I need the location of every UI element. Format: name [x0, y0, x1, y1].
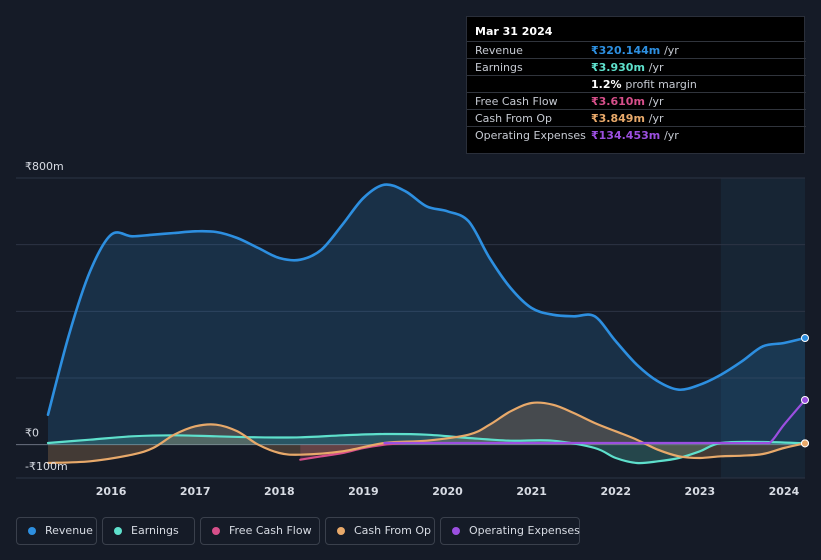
y-tick-label: -₹100m: [25, 460, 68, 473]
legend-item-revenue[interactable]: Revenue: [16, 517, 97, 545]
series-lines: [46, 183, 807, 465]
gridlines: [16, 177, 805, 479]
series-endpoint-operating_expenses: [801, 396, 809, 404]
series-line-revenue: [46, 183, 807, 416]
tooltip-value: 1.2% profit margin: [591, 78, 697, 91]
legend-label: Cash From Op: [354, 524, 432, 537]
tooltip-row-free-cash-flow: Free Cash Flow ₹3.610m /yr: [467, 92, 806, 110]
series-fill-cash_from_op: [48, 402, 805, 463]
tooltip-unit: /yr: [648, 112, 664, 125]
legend-dot-icon: [452, 527, 460, 535]
series-endpoint-revenue: [801, 334, 809, 342]
series-line-operating_expenses: [383, 398, 807, 445]
tooltip-unit: profit margin: [625, 78, 697, 91]
series-fill-free_cash_flow: [300, 443, 406, 460]
legend-item-free-cash-flow[interactable]: Free Cash Flow: [200, 517, 320, 545]
x-tick-label: 2021: [516, 485, 547, 498]
tooltip-value-number: ₹320.144m: [591, 44, 661, 57]
tooltip-label: Free Cash Flow: [475, 95, 558, 108]
x-axis-labels: 2016 2017 2018 2019 2020 2021 2022 2023 2024: [96, 485, 800, 498]
legend-dot-icon: [337, 527, 345, 535]
tooltip-row-cash-from-op: Cash From Op ₹3.849m /yr: [467, 109, 806, 127]
x-tick-label: 2022: [600, 485, 631, 498]
tooltip-label: Earnings: [475, 61, 523, 74]
tooltip-unit: /yr: [664, 129, 679, 142]
series-fills: [48, 184, 805, 464]
tooltip-row-earnings: Earnings ₹3.930m /yr: [467, 58, 806, 76]
y-axis-labels: ₹800m ₹0 -₹100m: [25, 160, 68, 473]
series-endpoints: [801, 334, 809, 448]
series-fill-earnings: [48, 433, 805, 464]
tooltip-value: ₹320.144m /yr: [591, 44, 679, 57]
tooltip-panel: Mar 31 2024 Revenue ₹320.144m /yr Earnin…: [466, 16, 806, 154]
legend-label: Free Cash Flow: [229, 524, 312, 537]
tooltip-row-operating-expenses: Operating Expenses ₹134.453m /yr: [467, 126, 806, 144]
legend-item-earnings[interactable]: Earnings: [102, 517, 195, 545]
x-tick-label: 2018: [264, 485, 295, 498]
tooltip-value: ₹134.453m /yr: [591, 129, 679, 142]
tooltip-value: ₹3.930m /yr: [591, 61, 664, 74]
tooltip-unit: /yr: [648, 95, 664, 108]
y-tick-label: ₹0: [25, 427, 39, 440]
legend-item-operating-expenses[interactable]: Operating Expenses: [440, 517, 580, 545]
x-tick-label: 2024: [769, 485, 800, 498]
tooltip-value-number: 1.2%: [591, 78, 622, 91]
tooltip-value-number: ₹3.610m: [591, 95, 645, 108]
tooltip-value-number: ₹3.930m: [591, 61, 645, 74]
legend-label: Revenue: [45, 524, 93, 537]
tooltip-label: Cash From Op: [475, 112, 553, 125]
legend-item-cash-from-op[interactable]: Cash From Op: [325, 517, 435, 545]
legend-dot-icon: [212, 527, 220, 535]
series-endpoint-cash_from_op: [801, 439, 809, 448]
tooltip-unit: /yr: [648, 61, 664, 74]
tooltip-unit: /yr: [664, 44, 679, 57]
x-tick-label: 2023: [685, 485, 716, 498]
series-line-earnings: [46, 432, 807, 465]
tooltip-value: ₹3.849m /yr: [591, 112, 664, 125]
tooltip-value-number: ₹3.849m: [591, 112, 645, 125]
x-tick-label: 2019: [348, 485, 379, 498]
tooltip-date: Mar 31 2024: [475, 25, 553, 38]
legend-label: Operating Expenses: [469, 524, 580, 537]
tooltip-value: ₹3.610m /yr: [591, 95, 664, 108]
y-tick-label: ₹800m: [25, 160, 64, 173]
tooltip-row-revenue: Revenue ₹320.144m /yr: [467, 41, 806, 59]
forecast-band: [720, 178, 805, 478]
legend-dot-icon: [114, 527, 122, 535]
tooltip-value-number: ₹134.453m: [591, 129, 661, 142]
x-tick-label: 2016: [96, 485, 127, 498]
x-tick-label: 2020: [432, 485, 463, 498]
tooltip-label: Operating Expenses: [475, 129, 586, 142]
tooltip-row-profit-margin: 1.2% profit margin: [467, 75, 806, 93]
legend-label: Earnings: [131, 524, 179, 537]
legend-dot-icon: [28, 527, 36, 535]
x-tick-label: 2017: [180, 485, 211, 498]
series-fill-revenue: [48, 184, 805, 445]
series-line-cash_from_op: [46, 401, 807, 465]
tooltip-label: Revenue: [475, 44, 523, 57]
